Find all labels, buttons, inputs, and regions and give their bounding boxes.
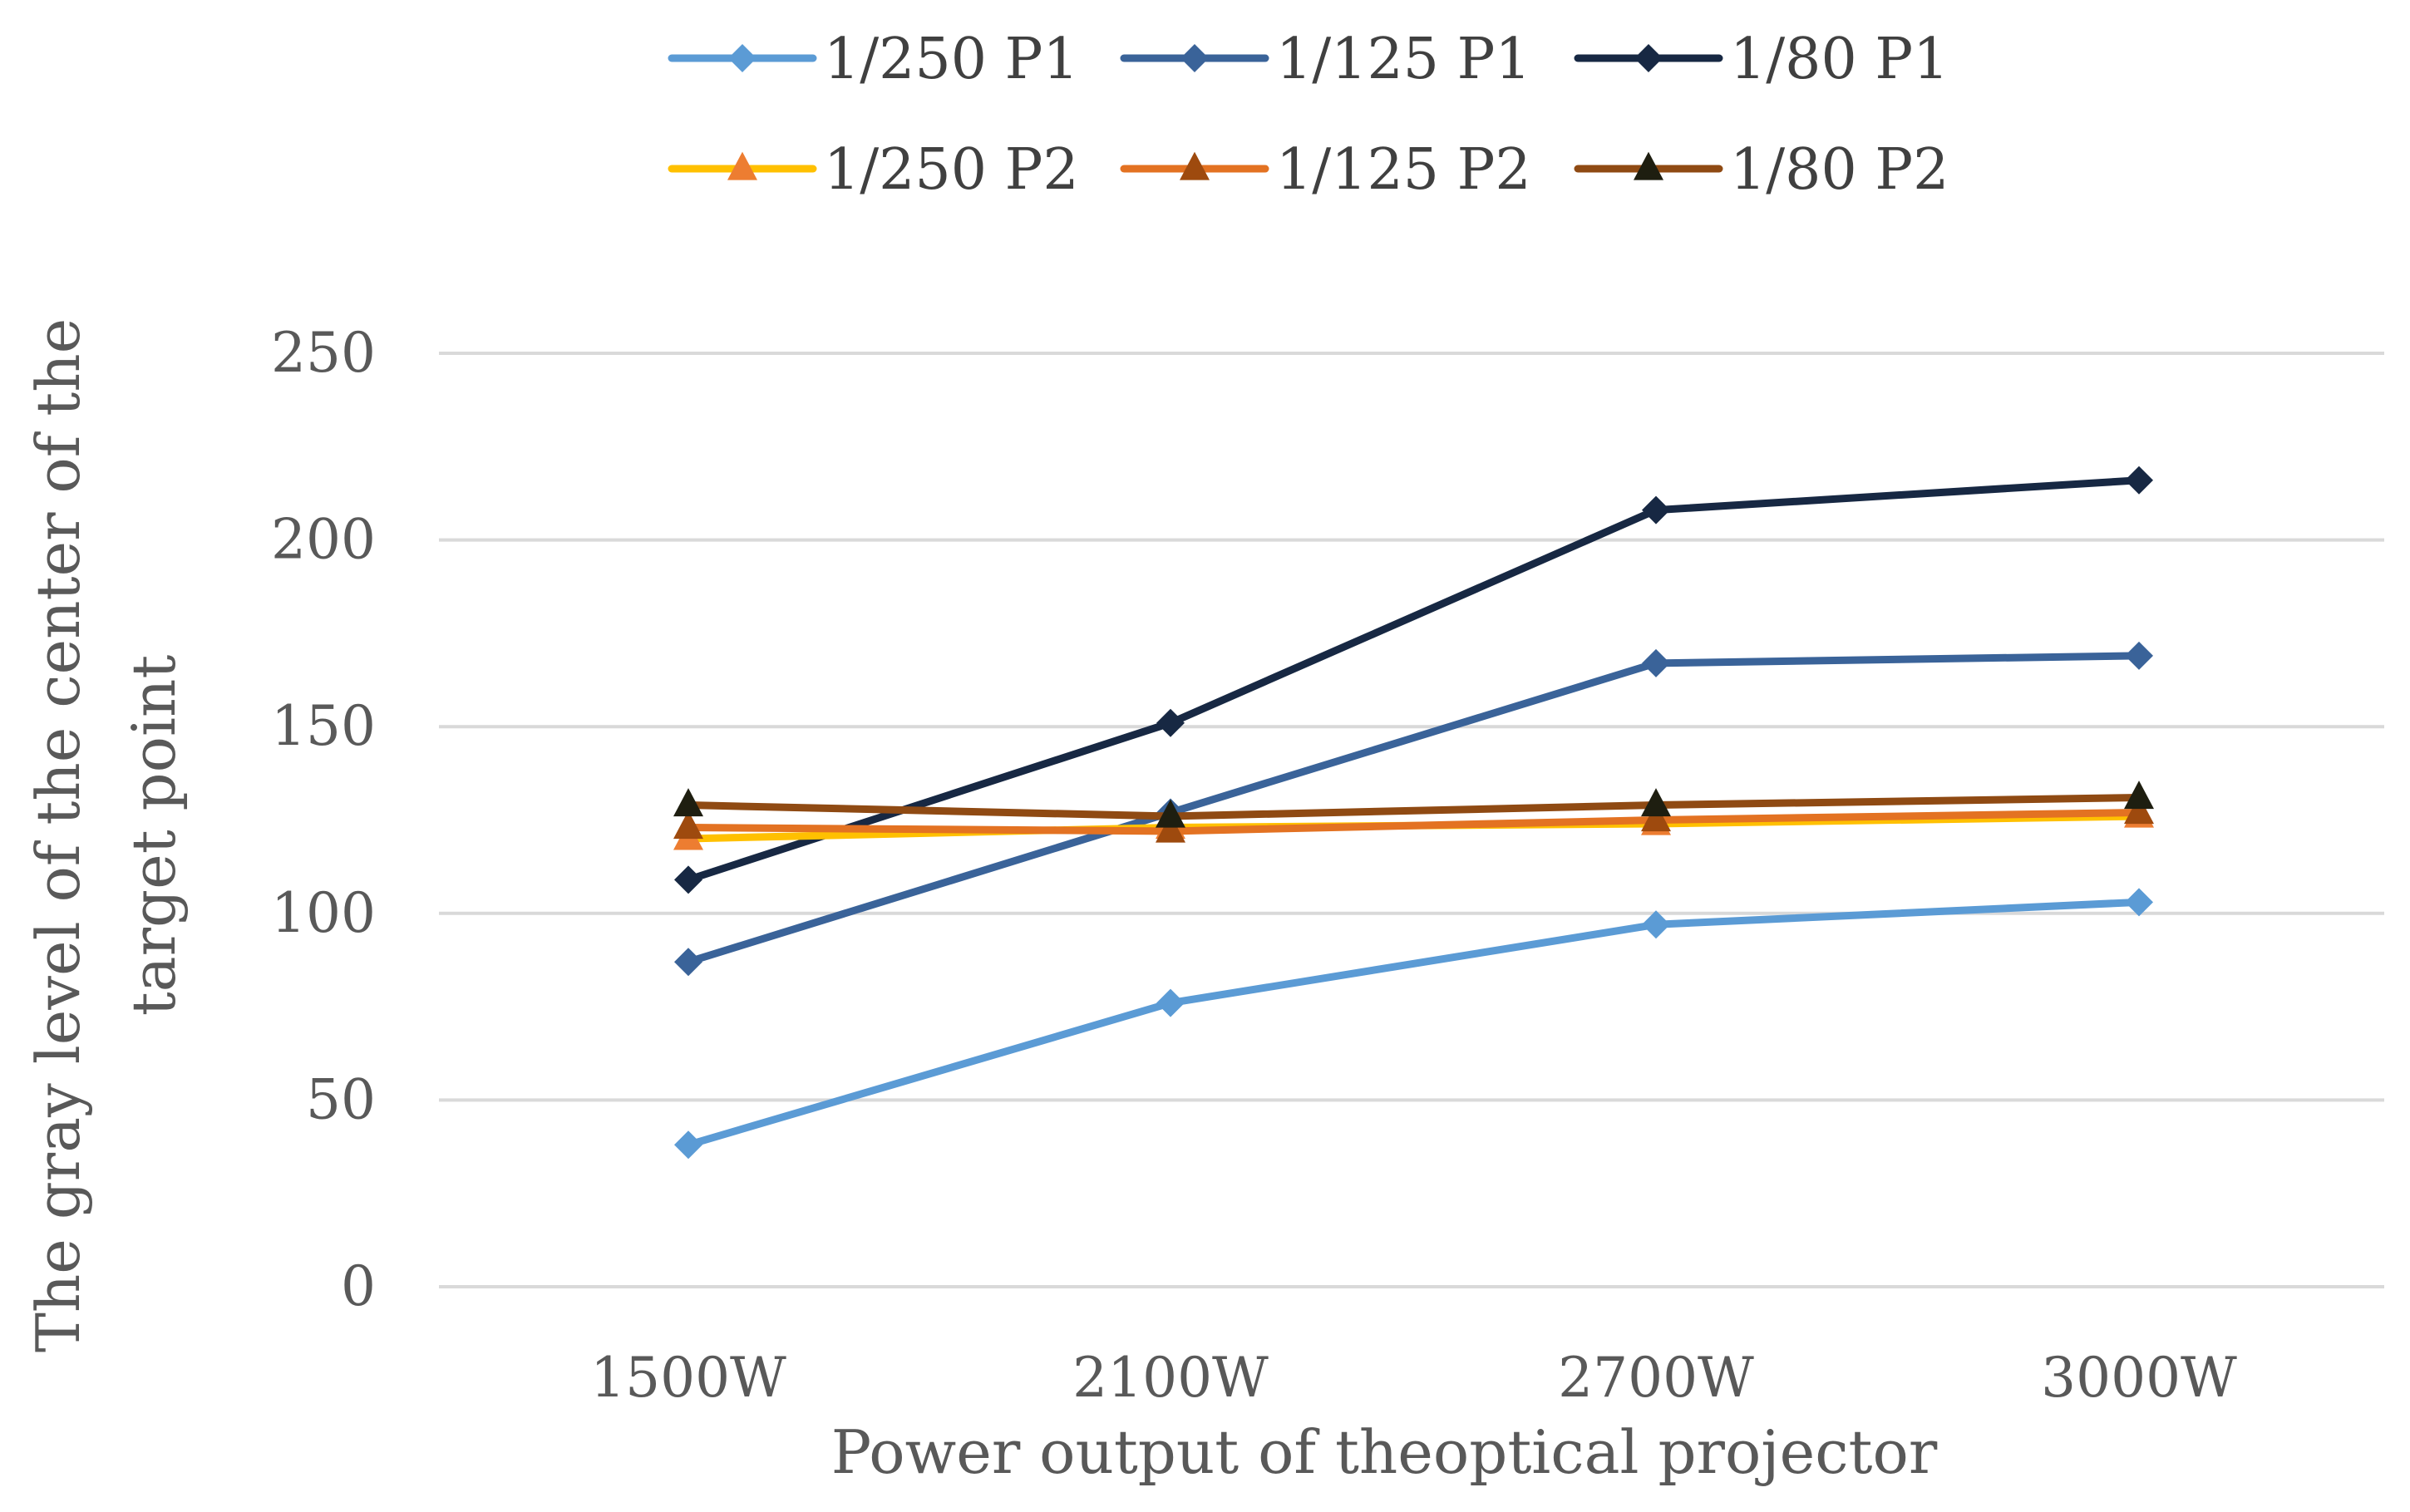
data-point (1641, 803, 1671, 832)
data-point (1156, 814, 1185, 843)
x-tick-label: 3000W (2041, 1346, 2237, 1410)
series-3 (674, 465, 2153, 894)
data-point (674, 1130, 702, 1160)
data-point (674, 865, 702, 894)
x-axis-ticks: 1500W 2100W 2700W 3000W (590, 1346, 2237, 1410)
series-line (684, 809, 2143, 835)
y-tick-label: 50 (306, 1067, 376, 1131)
y-tick-label: 250 (271, 321, 376, 385)
x-tick-label: 2700W (1558, 1346, 1754, 1410)
legend-label: 1/80 P1 (1730, 27, 1949, 92)
legend-swatch-marker (1180, 44, 1209, 72)
y-tick-label: 100 (271, 881, 376, 945)
series-group (673, 465, 2154, 1160)
legend-swatch-marker (1634, 44, 1663, 72)
series-5 (673, 795, 2154, 843)
data-point (1642, 648, 1670, 677)
legend-swatch-marker (1634, 151, 1663, 180)
series-line (684, 898, 2143, 1149)
y-axis-title-line-1: The gray level of the center of the (23, 318, 93, 1352)
legend-item: 1/125 P2 (1120, 137, 1531, 203)
data-point (1156, 708, 1185, 737)
legend-item: 1/250 P1 (668, 27, 1079, 92)
data-point (1156, 799, 1185, 828)
legend-label: 1/80 P2 (1730, 137, 1949, 203)
legend-label: 1/125 P1 (1276, 27, 1531, 92)
series-line (684, 794, 2143, 820)
legend-item: 1/80 P2 (1574, 137, 1949, 203)
data-point (2124, 781, 2154, 810)
legend-label: 1/250 P2 (824, 137, 1079, 203)
data-point (2125, 641, 2153, 670)
series-line (684, 652, 2143, 966)
data-point (673, 810, 703, 840)
legend-item: 1/125 P1 (1120, 27, 1531, 92)
data-point (1642, 495, 1670, 525)
legend-swatch-marker (1180, 151, 1210, 180)
x-tick-label: 2100W (1072, 1346, 1269, 1410)
gridlines (439, 352, 2384, 1288)
data-point (1642, 910, 1670, 939)
legend-label: 1/125 P2 (1276, 137, 1531, 203)
data-point (1641, 788, 1671, 817)
series-6 (673, 781, 2154, 828)
legend-label: 1/250 P1 (824, 27, 1079, 92)
y-tick-label: 150 (271, 694, 376, 758)
series-1 (674, 888, 2153, 1160)
series-line (684, 476, 2143, 884)
legend-item: 1/80 P1 (1574, 27, 1949, 92)
x-tick-label: 1500W (590, 1346, 786, 1410)
legend-swatch-marker (728, 44, 757, 72)
legend: 1/250 P1 1/125 P1 1/80 P1 1/250 P2 1/125 P2 1… (668, 27, 1949, 203)
data-point (2125, 888, 2153, 917)
y-tick-label: 200 (271, 508, 376, 572)
legend-swatch-marker (727, 151, 757, 180)
data-point (2124, 795, 2154, 825)
data-point (673, 788, 703, 817)
legend-item: 1/250 P2 (668, 137, 1079, 203)
data-point (2125, 465, 2153, 495)
y-axis-title: The gray level of the center of the targ… (23, 318, 189, 1352)
y-axis-ticks: 0 50 100 150 200 250 (271, 321, 376, 1318)
y-axis-title-line-2: target point (119, 655, 189, 1017)
y-tick-label: 0 (341, 1254, 376, 1318)
data-point (674, 948, 702, 977)
x-axis-title: Power output of theoptical projector (831, 1417, 1938, 1487)
data-point (1156, 988, 1185, 1017)
